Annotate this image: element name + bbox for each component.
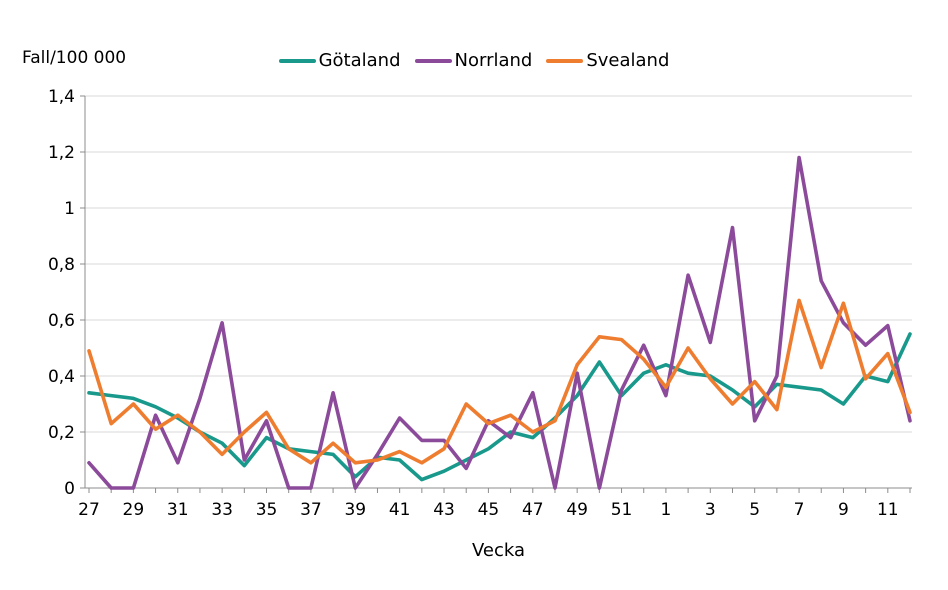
- series-norrland-line: [87, 155, 912, 490]
- x-tick-label: 45: [478, 500, 500, 520]
- x-tick-label: 51: [611, 500, 633, 520]
- legend-label: Norrland: [454, 50, 533, 71]
- x-tick-label: 49: [566, 500, 588, 520]
- series-gtaland-line: [87, 332, 912, 482]
- x-tick-label: 35: [256, 500, 278, 520]
- y-tick-label: 0,4: [48, 367, 75, 387]
- x-tick-label: 3: [705, 500, 716, 520]
- legend-label: Götaland: [318, 50, 401, 71]
- x-tick-label: 41: [389, 500, 411, 520]
- x-tick-label: 43: [433, 500, 455, 520]
- legend-swatch: [414, 58, 452, 63]
- y-tick-label: 1,4: [48, 87, 75, 107]
- x-tick-label: 1: [661, 500, 672, 520]
- x-tick-label: 27: [78, 500, 100, 520]
- y-tick-label: 0,2: [48, 423, 75, 443]
- y-tick-label: 1: [64, 199, 75, 219]
- x-tick-label: 39: [344, 500, 366, 520]
- x-tick-label: 47: [522, 500, 544, 520]
- x-tick-label: 29: [123, 500, 145, 520]
- legend-item-svealand: Svealand: [546, 50, 669, 71]
- x-tick-label: 7: [794, 500, 805, 520]
- legend-label: Svealand: [586, 50, 670, 71]
- x-tick-label: 31: [167, 500, 189, 520]
- y-tick-label: 0,6: [48, 311, 75, 331]
- legend-item-gtaland: Götaland: [278, 50, 401, 71]
- x-tick-label: 11: [877, 500, 899, 520]
- x-tick-label: 9: [838, 500, 849, 520]
- x-tick-label: 37: [300, 500, 322, 520]
- legend-swatch: [546, 58, 584, 63]
- legend: Götaland Norrland Svealand: [0, 50, 948, 71]
- x-tick-label: 5: [749, 500, 760, 520]
- series-svealand-line: [87, 298, 912, 465]
- legend-item-norrland: Norrland: [414, 50, 533, 71]
- x-axis-title: Vecka: [471, 540, 526, 561]
- y-tick-label: 0: [64, 479, 75, 499]
- y-tick-label: 1,2: [48, 143, 75, 163]
- y-axis-title: Fall/100 000: [22, 48, 127, 68]
- x-tick-label: 33: [211, 500, 233, 520]
- legend-swatch: [278, 58, 316, 63]
- y-tick-label: 0,8: [48, 255, 75, 275]
